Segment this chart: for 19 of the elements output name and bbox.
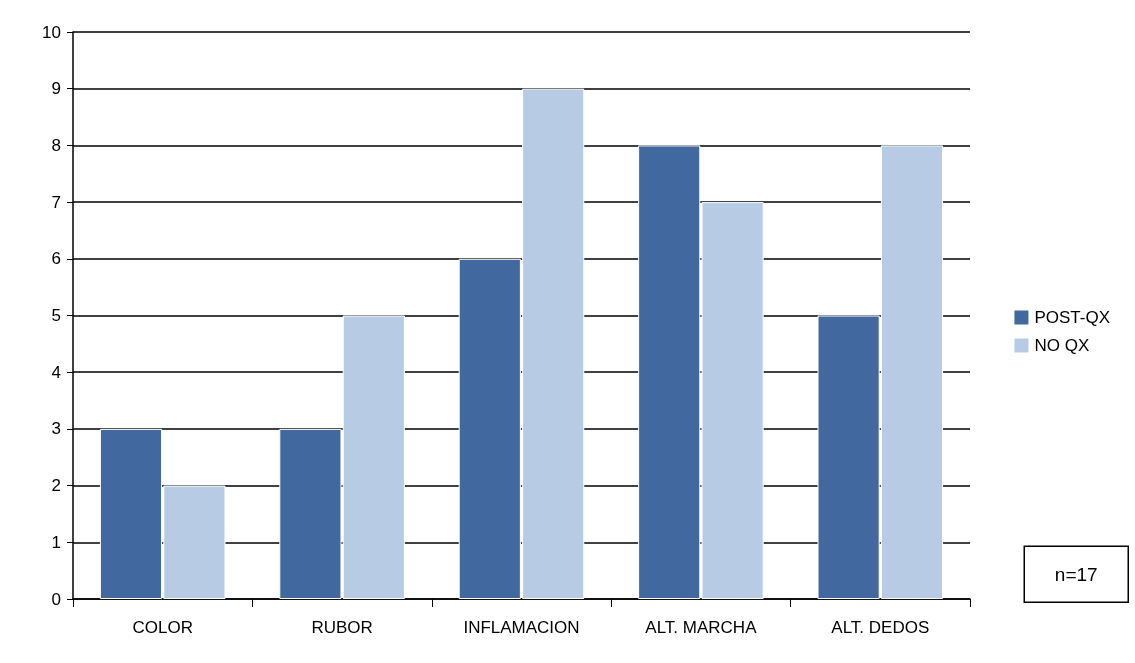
y-tick-label: 9 [51, 79, 61, 99]
y-tick-label: 7 [51, 192, 61, 212]
y-tick-label: 1 [51, 532, 61, 552]
x-tick-label: COLOR [132, 618, 193, 637]
x-tick-label: ALT. DEDOS [831, 618, 930, 637]
legend-label: NO QX [1034, 336, 1090, 355]
legend-label: POST-QX [1034, 308, 1111, 327]
x-tick-label: RUBOR [311, 618, 373, 637]
y-tick-label: 4 [51, 362, 61, 382]
y-tick-label: 3 [51, 419, 61, 439]
y-tick-label: 6 [51, 249, 61, 269]
y-tick-label: 2 [51, 476, 61, 496]
y-tick-label: 10 [42, 22, 61, 42]
x-tick-label: INFLAMACION [463, 618, 580, 637]
text: n=17 [1054, 563, 1098, 585]
y-tick-label: 5 [51, 306, 61, 325]
y-tick-label: 8 [51, 135, 61, 155]
y-tick-label: 0 [51, 589, 61, 609]
x-tick-label: ALT. MARCHA [645, 618, 758, 637]
